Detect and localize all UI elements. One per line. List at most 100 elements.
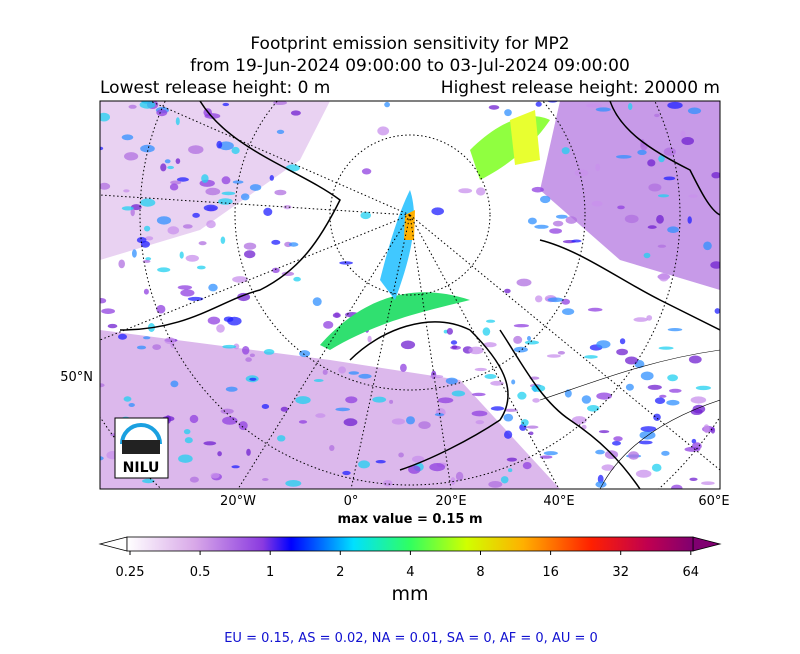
field-speck: [443, 329, 448, 334]
field-speck: [217, 451, 222, 457]
field-speck: [703, 424, 710, 434]
field-speck: [528, 431, 534, 436]
field-speck: [640, 371, 654, 381]
field-speck: [450, 340, 458, 345]
field-speck: [329, 445, 335, 451]
field-speck: [490, 406, 505, 411]
field-speck: [203, 441, 217, 446]
field-speck: [596, 340, 611, 349]
field-speck: [484, 374, 497, 379]
field-speck: [196, 265, 206, 270]
field-speck: [332, 312, 341, 318]
field-speck: [180, 289, 195, 297]
field-speck: [710, 261, 720, 269]
field-speck: [313, 379, 324, 382]
field-speck: [666, 399, 680, 406]
field-speck: [418, 421, 431, 429]
field-speck: [136, 345, 147, 350]
colorbar-tick-label: 64: [683, 565, 700, 580]
field-speck: [486, 319, 496, 323]
field-speck: [205, 187, 221, 196]
field-speck: [557, 351, 566, 355]
field-speck: [647, 384, 662, 390]
field-speck: [283, 205, 292, 210]
field-speck: [315, 413, 326, 418]
field-speck: [601, 464, 615, 471]
field-speck: [140, 198, 156, 207]
field-speck: [710, 427, 716, 434]
field-speck: [680, 130, 686, 139]
map: NILU: [100, 101, 720, 489]
field-speck: [263, 207, 273, 216]
field-speck: [488, 481, 503, 488]
field-speck: [360, 211, 372, 220]
field-speck: [531, 186, 544, 193]
field-speck: [539, 455, 553, 459]
field-speck: [412, 455, 425, 463]
field-speck: [233, 343, 240, 350]
field-speck: [358, 460, 370, 469]
field-speck: [598, 430, 610, 434]
field-speck: [564, 389, 572, 398]
field-speck: [290, 110, 301, 116]
field-speck: [468, 346, 484, 355]
field-speck: [625, 383, 634, 391]
release-low: Lowest release height: 0 m: [100, 78, 330, 98]
field-speck: [246, 448, 251, 456]
field-speck: [482, 327, 491, 336]
field-speck: [227, 316, 242, 326]
field-speck: [503, 413, 514, 422]
field-speck: [507, 468, 513, 473]
field-speck: [711, 172, 720, 179]
field-speck: [658, 272, 669, 282]
field-speck: [513, 335, 523, 344]
field-speck: [358, 373, 372, 379]
field-speck: [658, 155, 665, 163]
colorbar-tick-label: 8: [476, 565, 484, 580]
field-speck: [669, 388, 682, 393]
field-speck: [285, 164, 300, 172]
field-speck: [408, 465, 421, 474]
field-speck: [581, 395, 592, 404]
field-speck: [128, 104, 137, 109]
field-speck: [123, 396, 132, 402]
field-speck: [107, 323, 118, 329]
field-speck: [123, 189, 130, 193]
field-speck: [659, 394, 667, 398]
field-speck: [238, 421, 248, 431]
field-speck: [616, 155, 632, 159]
footer: EU = 0.15, AS = 0.02, NA = 0.01, SA = 0,…: [224, 631, 598, 646]
field-speck: [348, 371, 360, 375]
field-speck: [520, 419, 529, 427]
colorbar-tick-label: 0.25: [116, 565, 145, 580]
field-speck: [690, 396, 707, 404]
colorbar: [126, 536, 694, 552]
field-speck: [586, 103, 602, 108]
field-speck: [552, 220, 564, 227]
field-speck: [522, 462, 532, 470]
colorbar-tick-label: 16: [542, 565, 559, 580]
field-speck: [136, 237, 147, 244]
field-speck: [595, 107, 611, 112]
field-speck: [218, 141, 234, 151]
field-speck: [298, 420, 308, 424]
field-speck: [667, 101, 683, 109]
field-speck: [595, 449, 605, 455]
field-speck: [506, 457, 517, 462]
field-speck: [474, 367, 487, 372]
field-speck: [688, 355, 702, 364]
field-speck: [389, 399, 394, 404]
field-speck: [198, 241, 207, 246]
field-speck: [687, 107, 702, 115]
field-speck: [167, 165, 175, 170]
field-speck: [206, 220, 216, 229]
field-speck: [637, 149, 647, 155]
field-speck: [398, 452, 404, 458]
field-speck: [263, 349, 275, 355]
field-speck: [547, 297, 564, 303]
field-speck: [222, 102, 230, 107]
field-speck: [100, 182, 111, 190]
field-speck: [145, 257, 152, 261]
field-speck: [451, 390, 466, 397]
